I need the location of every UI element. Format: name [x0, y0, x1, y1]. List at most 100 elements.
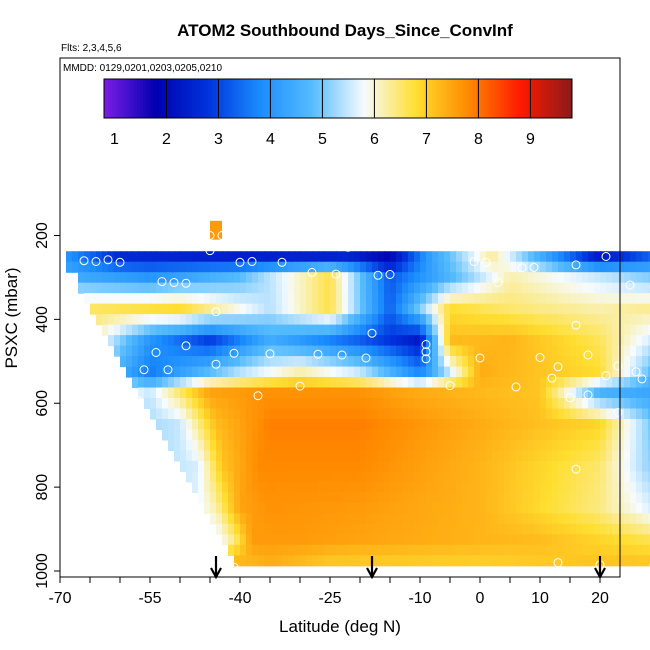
- heatmap-cell: [612, 544, 619, 556]
- heatmap-cell: [144, 345, 151, 357]
- heatmap-cell: [312, 272, 319, 284]
- heatmap-cell: [456, 366, 463, 378]
- heatmap-cell: [420, 450, 427, 462]
- heatmap-cell: [582, 439, 589, 452]
- observation-point: [493, 278, 503, 287]
- heatmap-cell: [120, 272, 127, 284]
- heatmap-cell: [564, 450, 571, 462]
- heatmap-cell: [576, 366, 583, 378]
- heatmap-cell: [510, 387, 517, 399]
- heatmap-cell: [354, 513, 361, 525]
- heatmap-cell: [540, 492, 547, 504]
- heatmap-cell: [234, 555, 241, 567]
- heatmap-cell: [408, 366, 415, 378]
- heatmap-cell: [534, 555, 541, 567]
- heatmap-cell: [210, 272, 217, 284]
- heatmap-cell: [384, 408, 391, 420]
- heatmap-cell: [342, 502, 349, 514]
- colorbar-segment: [366, 79, 370, 118]
- heatmap-cell: [420, 345, 427, 357]
- heatmap-cell: [348, 366, 355, 378]
- heatmap-cell: [558, 387, 565, 399]
- colorbar-segment: [566, 79, 570, 118]
- heatmap-cell: [330, 534, 337, 546]
- heatmap-cell: [546, 418, 553, 431]
- heatmap-cell: [456, 314, 463, 326]
- heatmap-cell: [498, 544, 505, 556]
- heatmap-cell: [360, 293, 367, 305]
- heatmap-cell: [474, 314, 481, 326]
- heatmap-cell: [540, 282, 547, 294]
- heatmap-cell: [396, 408, 403, 420]
- heatmap-cell: [156, 418, 163, 431]
- heatmap-cell: [390, 513, 397, 525]
- heatmap-cell: [600, 303, 607, 315]
- colorbar-tick-label: 9: [526, 131, 535, 148]
- heatmap-cell: [426, 450, 433, 462]
- heatmap-cell: [258, 314, 265, 326]
- heatmap-cell: [222, 314, 229, 326]
- heatmap-cell: [420, 251, 427, 263]
- heatmap-cell: [396, 335, 403, 347]
- heatmap-cell: [276, 502, 283, 514]
- heatmap-cell: [618, 282, 625, 294]
- heatmap-cell: [462, 272, 469, 284]
- heatmap-cell: [450, 272, 457, 284]
- heatmap-cell: [180, 366, 187, 378]
- heatmap-cell: [396, 513, 403, 525]
- heatmap-cell: [468, 544, 475, 556]
- heatmap-cell: [492, 251, 499, 263]
- heatmap-cell: [438, 513, 445, 525]
- heatmap-cell: [492, 450, 499, 462]
- heatmap-cell: [246, 387, 253, 399]
- observation-point: [481, 257, 491, 267]
- heatmap-cell: [252, 303, 259, 315]
- heatmap-cell: [312, 555, 319, 567]
- heatmap-cell: [300, 429, 307, 441]
- heatmap-cell: [294, 534, 301, 546]
- heatmap-cell: [366, 366, 373, 378]
- heatmap-cell: [312, 450, 319, 462]
- heatmap-cell: [228, 251, 235, 263]
- heatmap-cell: [552, 293, 559, 305]
- heatmap-cell: [492, 502, 499, 514]
- heatmap-cell: [450, 314, 457, 326]
- observation-point: [613, 361, 623, 371]
- heatmap-cell: [504, 418, 511, 431]
- heatmap-cell: [618, 345, 625, 357]
- heatmap-row: [114, 345, 650, 357]
- heatmap-cell: [456, 450, 463, 462]
- heatmap-cell: [486, 272, 493, 284]
- heatmap-cell: [426, 429, 433, 441]
- heatmap-cell: [174, 398, 181, 410]
- heatmap-cell: [396, 272, 403, 284]
- heatmap-cell: [252, 251, 259, 263]
- heatmap-cell: [324, 544, 331, 556]
- heatmap-cell: [510, 481, 517, 493]
- heatmap-cell: [444, 356, 451, 368]
- heatmap-cell: [282, 429, 289, 441]
- heatmap-cell: [390, 303, 397, 315]
- heatmap-cell: [516, 282, 523, 294]
- heatmap-cell: [462, 471, 469, 483]
- heatmap-cell: [204, 460, 211, 472]
- heatmap-cell: [228, 261, 235, 273]
- heatmap-cell: [336, 523, 343, 535]
- heatmap-cell: [264, 502, 271, 514]
- heatmap-cell: [390, 439, 397, 452]
- heatmap-cell: [498, 523, 505, 535]
- heatmap-cell: [570, 356, 577, 368]
- heatmap-cell: [486, 471, 493, 483]
- heatmap-cell: [462, 544, 469, 556]
- heatmap-cell: [552, 439, 559, 452]
- heatmap-cell: [510, 534, 517, 546]
- heatmap-cell: [150, 356, 157, 368]
- heatmap-cell: [648, 261, 650, 273]
- heatmap-cell: [408, 398, 415, 410]
- heatmap-cell: [234, 492, 241, 504]
- heatmap-cell: [516, 324, 523, 336]
- heatmap-cell: [468, 272, 475, 284]
- heatmap-cell: [180, 282, 187, 294]
- heatmap-cell: [216, 366, 223, 378]
- heatmap-cell: [612, 429, 619, 441]
